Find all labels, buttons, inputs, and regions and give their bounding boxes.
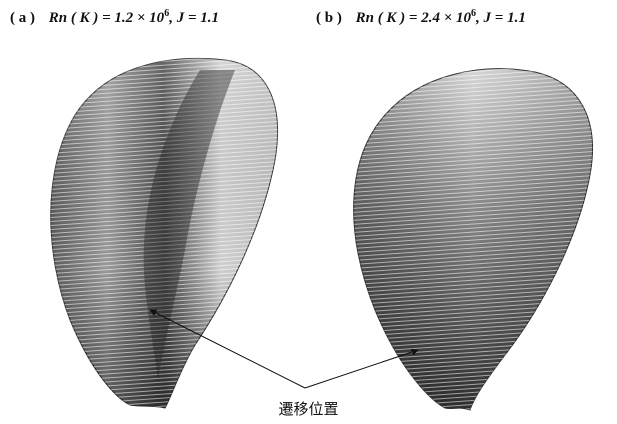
transition-arrows (149, 309, 419, 389)
blade-b (353, 68, 594, 411)
blade-a (50, 58, 279, 409)
panel-b-label: ( b ) (316, 10, 342, 26)
panel-a-suffix: , J = 1.1 (169, 10, 219, 26)
panel-a-exponent: 6 (164, 8, 170, 19)
panel-b-formula: Rn ( K ) = 2.4 × 10 (355, 10, 472, 26)
panel-a-label: ( a ) (10, 10, 35, 26)
panel-a-caption: ( a ) Rn ( K ) = 1.2 × 106, J = 1.1 (10, 8, 219, 27)
panel-a-formula: Rn ( K ) = 1.2 × 10 (48, 10, 165, 26)
panel-b-suffix: , J = 1.1 (476, 10, 526, 26)
transition-position-label: 遷移位置 (278, 400, 339, 418)
panel-b-caption: ( b ) Rn ( K ) = 2.4 × 106, J = 1.1 (316, 8, 526, 27)
panel-b-exponent: 6 (471, 8, 477, 19)
